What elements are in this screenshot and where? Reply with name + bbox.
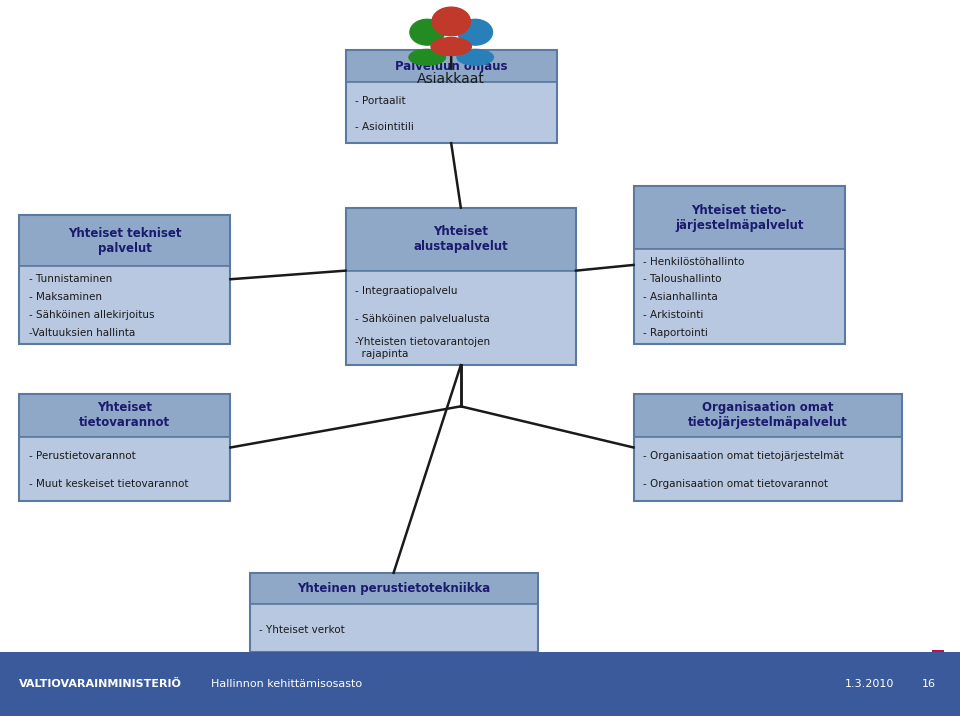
FancyBboxPatch shape [19,437,230,501]
Bar [859,673,871,702]
FancyBboxPatch shape [346,208,576,271]
Text: Yhteinen perustietotekniikka: Yhteinen perustietotekniikka [297,582,491,595]
Text: - Henkilöstöhallinto: - Henkilöstöhallinto [643,256,745,266]
Text: - Asianhallinta: - Asianhallinta [643,292,718,302]
Text: 1.3.2010: 1.3.2010 [845,679,894,689]
Text: - Sähköinen palvelualusta: - Sähköinen palvelualusta [355,314,490,324]
Text: Yhteiset
tietovarannot: Yhteiset tietovarannot [80,401,170,430]
FancyBboxPatch shape [634,186,845,249]
Ellipse shape [457,49,493,65]
FancyBboxPatch shape [346,50,557,82]
Text: Asiakkaat: Asiakkaat [418,72,485,86]
Text: Organisaation omat
tietojärjestelmäpalvelut: Organisaation omat tietojärjestelmäpalve… [688,401,848,430]
Text: - Asiointitili: - Asiointitili [355,122,414,132]
Text: - Arkistointi: - Arkistointi [643,310,704,320]
Text: - Raportointi: - Raportointi [643,328,708,338]
Text: - Taloushallinto: - Taloushallinto [643,274,722,284]
Text: Yhteiset
alustapalvelut: Yhteiset alustapalvelut [414,225,508,253]
Circle shape [410,19,444,45]
Text: Hallinnon kehittämisosasto: Hallinnon kehittämisosasto [211,679,362,689]
Text: - Perustietovarannot: - Perustietovarannot [29,451,135,461]
Text: -Valtuuksien hallinta: -Valtuuksien hallinta [29,328,135,338]
Text: - Sähköinen allekirjoitus: - Sähköinen allekirjoitus [29,310,155,320]
FancyBboxPatch shape [346,82,557,143]
Circle shape [458,19,492,45]
FancyBboxPatch shape [634,394,902,437]
Bar [896,659,907,702]
Text: -Yhteisten tietovarantojen
  rajapinta: -Yhteisten tietovarantojen rajapinta [355,337,491,359]
Text: Yhteiset tekniset
palvelut: Yhteiset tekniset palvelut [68,226,181,255]
Bar [914,653,925,702]
FancyBboxPatch shape [634,249,845,344]
Text: - Organisaation omat tietovarannot: - Organisaation omat tietovarannot [643,480,828,490]
FancyBboxPatch shape [250,604,538,652]
FancyBboxPatch shape [19,394,230,437]
FancyBboxPatch shape [634,437,902,501]
Text: - Tunnistaminen: - Tunnistaminen [29,274,112,284]
Text: - Yhteiset verkot: - Yhteiset verkot [259,625,345,635]
Bar [932,650,944,702]
Text: Palveluun ohjaus: Palveluun ohjaus [395,59,508,73]
Text: - Muut keskeiset tietovarannot: - Muut keskeiset tietovarannot [29,480,188,490]
Text: - Maksaminen: - Maksaminen [29,292,102,302]
Bar [877,664,889,702]
Text: - Organisaation omat tietojärjestelmät: - Organisaation omat tietojärjestelmät [643,451,844,461]
Text: 16: 16 [922,679,936,689]
Text: - Integraatiopalvelu: - Integraatiopalvelu [355,286,458,296]
FancyBboxPatch shape [250,573,538,604]
FancyBboxPatch shape [19,266,230,344]
FancyBboxPatch shape [19,215,230,266]
Ellipse shape [431,38,471,56]
Ellipse shape [409,49,445,65]
Text: Yhteiset tieto-
järjestelmäpalvelut: Yhteiset tieto- järjestelmäpalvelut [675,203,804,232]
FancyBboxPatch shape [346,271,576,365]
Bar [0,652,960,716]
Circle shape [432,7,470,36]
Text: VALTIOVARAINMINISTERIÖ: VALTIOVARAINMINISTERIÖ [19,679,182,689]
Text: - Portaalit: - Portaalit [355,96,406,106]
